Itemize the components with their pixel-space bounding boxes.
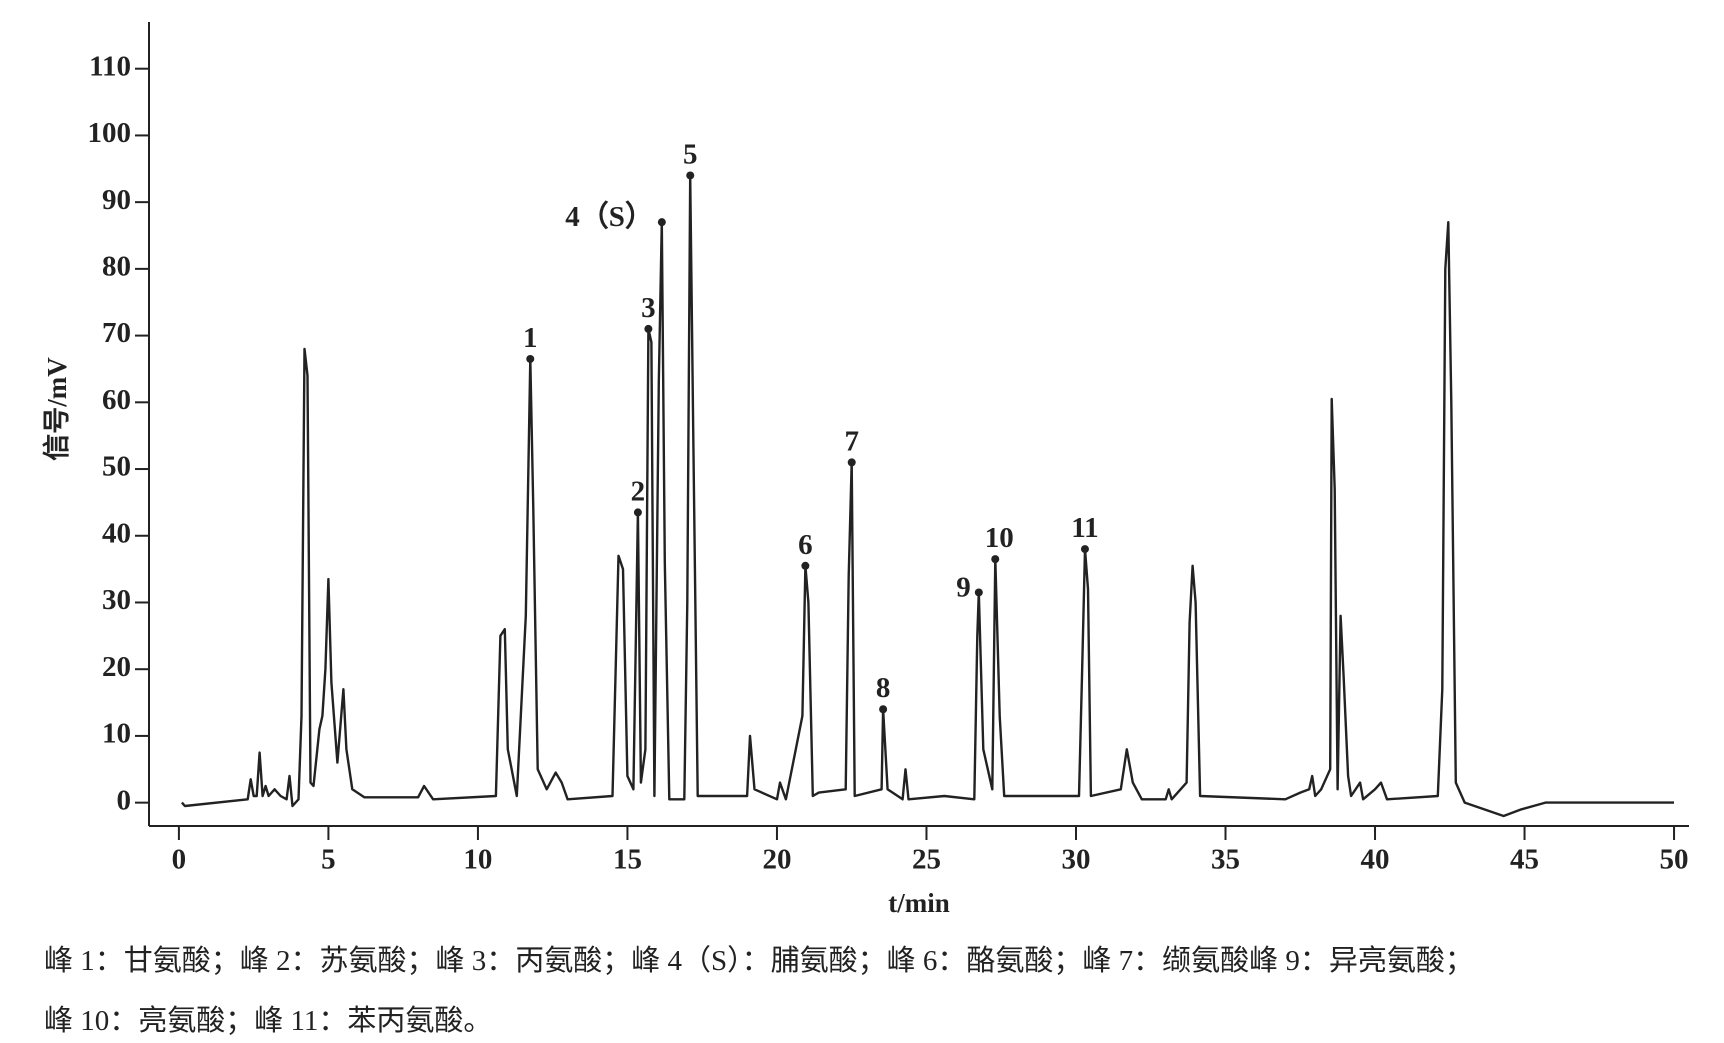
signal-line xyxy=(181,174,1674,818)
x-tick-label: 40 xyxy=(1361,844,1390,876)
y-tick-label: 50 xyxy=(102,451,131,483)
y-tick-label: 30 xyxy=(102,584,131,616)
peak-marker xyxy=(879,705,888,714)
peak-label: 2 xyxy=(631,475,646,507)
y-axis-title: 信号/mV xyxy=(42,357,72,461)
peak-label: 11 xyxy=(1071,512,1098,544)
peak-label: 10 xyxy=(985,522,1014,554)
x-tick-label: 25 xyxy=(912,844,941,876)
peak-label: 6 xyxy=(798,529,813,561)
x-tick-label: 10 xyxy=(463,844,492,876)
x-tick-label: 15 xyxy=(613,844,642,876)
peak-label: 1 xyxy=(523,322,538,354)
peak-label: 4（S） xyxy=(565,200,654,233)
peak-marker xyxy=(801,561,810,570)
peak-marker xyxy=(974,588,983,597)
y-tick-label: 110 xyxy=(89,50,131,82)
peak-marker xyxy=(1080,545,1089,554)
y-tick-label: 60 xyxy=(102,384,131,416)
peak-marker xyxy=(847,458,856,467)
peak-marker xyxy=(686,171,695,180)
y-tick-label: 90 xyxy=(102,184,131,216)
peak-label: 8 xyxy=(876,672,891,704)
x-tick-label: 0 xyxy=(172,844,187,876)
peak-marker xyxy=(644,324,653,333)
peak-label: 5 xyxy=(683,138,698,170)
y-tick-label: 40 xyxy=(102,517,131,549)
x-tick-label: 45 xyxy=(1510,844,1539,876)
x-tick-label: 35 xyxy=(1211,844,1240,876)
peak-marker xyxy=(526,354,535,363)
y-tick-label: 0 xyxy=(117,784,132,816)
x-tick-label: 30 xyxy=(1061,844,1090,876)
peak-label: 7 xyxy=(844,425,859,457)
peak-label: 9 xyxy=(956,571,971,603)
x-tick-label: 5 xyxy=(321,844,336,876)
y-tick-label: 20 xyxy=(102,651,131,683)
peak-marker xyxy=(657,218,666,227)
x-tick-label: 20 xyxy=(762,844,791,876)
x-axis-title: t/min xyxy=(888,888,950,918)
x-tick-label: 50 xyxy=(1660,844,1689,876)
peak-marker xyxy=(991,555,1000,564)
peak-marker xyxy=(633,508,642,517)
caption-line: 峰 10：亮氨酸；峰 11：苯丙氨酸。 xyxy=(44,1004,492,1037)
y-tick-label: 100 xyxy=(88,117,132,149)
y-tick-label: 10 xyxy=(102,718,131,750)
peak-label: 3 xyxy=(641,292,656,324)
caption-line: 峰 1：甘氨酸；峰 2：苏氨酸；峰 3：丙氨酸；峰 4（S）：脯氨酸；峰 6：酪… xyxy=(44,944,1474,977)
y-tick-label: 70 xyxy=(102,317,131,349)
y-tick-label: 80 xyxy=(102,251,131,283)
